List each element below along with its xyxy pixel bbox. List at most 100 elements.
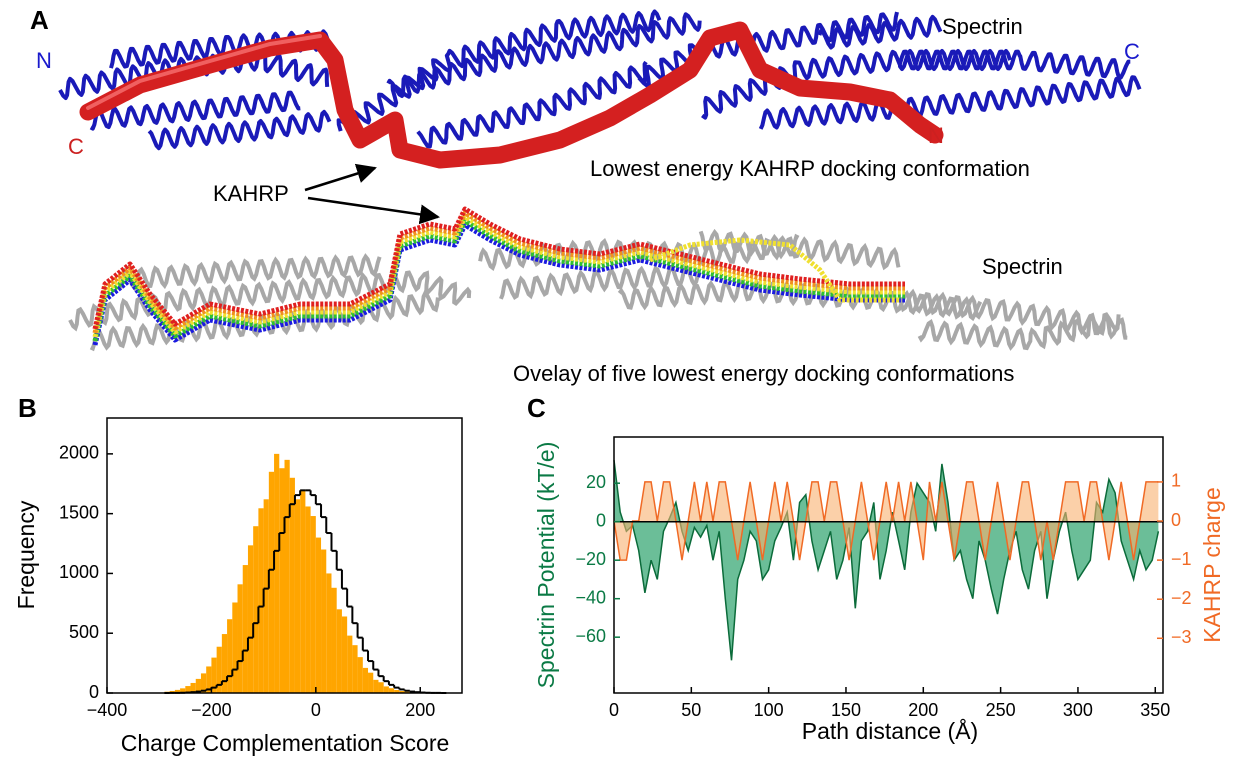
bar	[263, 499, 269, 693]
bar	[357, 657, 363, 693]
y-axis-label: Frequency	[13, 500, 39, 609]
helix	[637, 11, 899, 88]
x-tick-label: 200	[405, 700, 435, 720]
bar	[253, 526, 259, 693]
bar	[211, 657, 217, 693]
panel-label: B	[18, 393, 37, 423]
helix	[499, 264, 702, 301]
x-tick-label: 100	[754, 700, 784, 720]
x-tick-label: −400	[87, 700, 128, 720]
bar	[378, 682, 384, 693]
bar	[200, 673, 207, 693]
helix	[58, 50, 330, 100]
caption: Lowest energy KAHRP docking conformation	[590, 156, 1030, 181]
y-axis-label: Spectrin Potential (kT/e)	[533, 442, 559, 689]
panel-label: C	[527, 393, 546, 423]
helix	[118, 253, 382, 292]
docking-trace	[92, 206, 905, 330]
y-tick-label: 1000	[59, 562, 99, 582]
bar	[289, 477, 295, 693]
bar	[174, 689, 181, 693]
panel-c: C0 50 100 150 200 250 300 350200−20−40−6010−1−2…	[527, 393, 1225, 744]
x-tick-label: 200	[908, 700, 938, 720]
x-tick-label: 0	[609, 700, 619, 720]
protein-label: Spectrin	[982, 254, 1063, 279]
helix	[336, 9, 662, 134]
bar	[368, 672, 374, 693]
bar	[190, 682, 196, 693]
caption: Ovelay of five lowest energy docking con…	[513, 361, 1014, 386]
y2-tick-label: 0	[1171, 510, 1181, 530]
bar	[206, 666, 212, 693]
terminus-label: C	[68, 134, 84, 159]
docking-trace	[649, 237, 900, 303]
helix	[147, 109, 332, 151]
bar	[247, 545, 254, 693]
bar	[336, 609, 342, 693]
bar	[274, 453, 280, 693]
x-tick-label: 50	[681, 700, 701, 720]
x-tick-label: 350	[1140, 700, 1170, 720]
bar	[352, 645, 358, 693]
helix	[89, 90, 301, 131]
y-tick-label: −40	[575, 587, 606, 607]
bar	[383, 686, 389, 693]
panel-a: A N C Spectrin C N Lowest energy KAHRP d…	[30, 5, 1142, 386]
bar	[331, 587, 337, 693]
bar	[232, 602, 238, 693]
y-tick-label: −60	[575, 626, 606, 646]
x-tick-label: 250	[986, 700, 1016, 720]
plot-frame	[106, 417, 463, 694]
bar	[394, 690, 400, 693]
bar	[388, 688, 395, 693]
bar	[221, 634, 228, 693]
y-tick-label: 20	[586, 472, 606, 492]
x-tick-label: 300	[1063, 700, 1093, 720]
terminus-label: C	[1124, 39, 1140, 64]
y-tick-label: 2000	[59, 443, 99, 463]
bar	[185, 686, 191, 693]
bar	[242, 565, 248, 693]
helix	[386, 12, 702, 98]
y-tick-label: −20	[575, 549, 606, 569]
y2-axis-label: KAHRP charge	[1199, 487, 1225, 643]
helix	[758, 75, 1142, 130]
bar	[284, 459, 290, 693]
arrow	[307, 196, 440, 225]
protein-top	[58, 9, 1142, 169]
x-axis-label: Charge Complementation Score	[121, 730, 450, 756]
bar	[216, 646, 222, 693]
helix	[416, 60, 648, 149]
helix	[68, 269, 472, 332]
x-tick-label: 150	[831, 700, 861, 720]
y2-tick-label: −1	[1171, 549, 1192, 569]
bar	[373, 679, 379, 693]
panel-label: A	[30, 5, 49, 35]
y-tick-label: 0	[596, 510, 606, 530]
x-tick-label: −200	[191, 700, 232, 720]
bar	[227, 619, 233, 693]
line	[613, 460, 1160, 661]
bar	[279, 468, 285, 693]
kahrp-tube-highlight	[86, 34, 322, 110]
bar	[362, 667, 369, 693]
bar	[341, 616, 348, 693]
bar	[326, 573, 332, 693]
protein-label: KAHRP	[213, 181, 289, 206]
x-axis-label: Path distance (Å)	[802, 717, 978, 744]
y-tick-label: 500	[69, 622, 99, 642]
bar	[347, 635, 353, 693]
x-tick-label: 0	[311, 700, 321, 720]
helix	[817, 14, 943, 50]
y2-tick-label: 1	[1171, 471, 1181, 491]
bar	[321, 549, 327, 693]
bar	[237, 584, 243, 693]
bar	[305, 506, 311, 693]
bar	[399, 690, 405, 693]
arrow	[304, 163, 377, 192]
helix	[478, 233, 800, 272]
helix	[917, 312, 1121, 351]
protein-bottom	[68, 206, 1128, 352]
bar	[268, 471, 275, 693]
